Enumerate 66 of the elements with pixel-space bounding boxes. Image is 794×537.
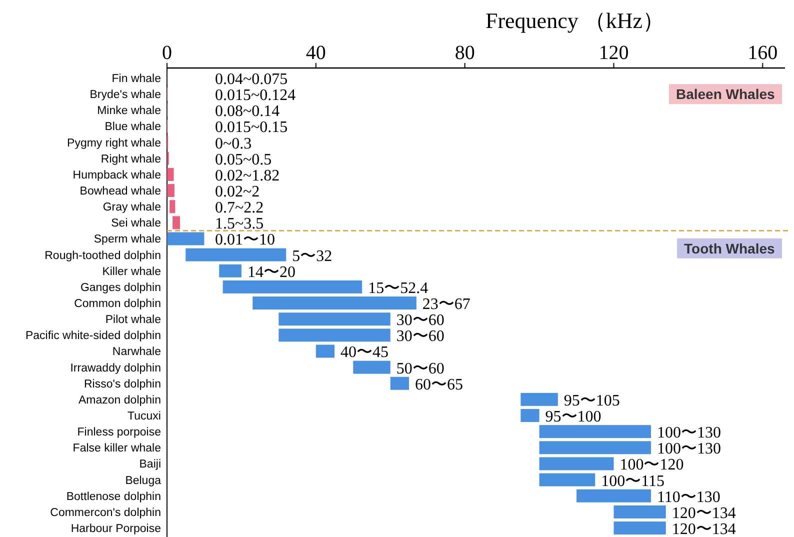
annotation: 95〜105: [564, 392, 620, 410]
y-tick-label: Sei whale: [111, 218, 161, 230]
annotation: 60〜65: [414, 376, 463, 394]
annotation: 0.08~0.14: [215, 103, 280, 120]
y-tick-label: Baiji: [139, 458, 161, 471]
y-tick-label: Fin whale: [112, 73, 161, 86]
y-tick-label: Blue whale: [104, 121, 161, 134]
y-tick-label: Pygmy right whale: [67, 137, 161, 150]
annotation: 0.05~0.5: [215, 151, 272, 168]
y-tick-label: Gray whale: [102, 202, 161, 214]
y-tick-label: Finless porpoise: [77, 426, 161, 439]
y-tick-label: Ganges dolphin: [80, 282, 161, 294]
annotation: 0.015~0.15: [215, 119, 288, 136]
y-tick-label: Tucuxi: [128, 410, 161, 423]
y-tick-label: Pilot whale: [105, 314, 161, 326]
y-tick-label: Risso's dolphin: [84, 378, 161, 390]
x-axis-title: Frequency （kHz）: [485, 8, 665, 33]
y-tick-label: Bottlenose dolphin: [66, 490, 161, 503]
x-tick-label: 120: [598, 42, 629, 64]
annotation: 100〜130: [656, 424, 721, 442]
y-tick-label: False killer whale: [72, 442, 161, 455]
annotation: 30〜60: [396, 328, 444, 346]
annotation: 100〜115: [601, 472, 665, 490]
y-tick-label: Pacific white-sided dolphin: [25, 330, 161, 342]
y-tick-label: Killer whale: [102, 266, 161, 278]
annotation: 120〜134: [672, 504, 736, 522]
x-tick-label: 40: [306, 42, 326, 64]
annotation: 100〜130: [656, 440, 721, 458]
annotation: 0.04~0.075: [215, 71, 288, 88]
annotation: 0.01〜10: [215, 232, 276, 249]
y-tick-label: Amazon dolphin: [78, 394, 161, 406]
annotation: 110〜130: [656, 488, 720, 506]
annotation: Baleen Whales: [676, 86, 775, 102]
annotation: 100〜120: [620, 456, 684, 474]
annotation: 0~0.3: [215, 135, 252, 152]
annotation: 40〜45: [340, 344, 389, 362]
y-tick-label: Minke whale: [97, 105, 161, 118]
y-tick-label: Bowhead whale: [80, 186, 161, 198]
annotation: 0.015~0.124: [215, 87, 296, 104]
y-tick-label: Narwhale: [112, 346, 161, 358]
y-tick-label: Harbour Porpoise: [70, 522, 161, 535]
annotation: 0.7~2.2: [215, 200, 264, 217]
y-tick-label: Common dolphin: [74, 298, 161, 310]
annotation: 50〜60: [396, 360, 444, 378]
y-tick-label: Beluga: [125, 474, 162, 487]
y-tick-label: Commercon's dolphin: [50, 506, 161, 519]
x-tick-label: 0: [162, 42, 172, 64]
y-tick-label: Sperm whale: [94, 234, 161, 246]
annotation: 30〜60: [396, 312, 444, 330]
annotation: 95〜100: [545, 408, 602, 426]
y-tick-label: Bryde's whale: [90, 89, 161, 102]
annotation: 14〜20: [247, 264, 296, 281]
annotation: 1.5~3.5: [215, 216, 264, 233]
annotation: 23〜67: [422, 296, 470, 314]
y-tick-label: Irrawaddy dolphin: [70, 362, 161, 374]
y-tick-label: Humpback whale: [72, 169, 161, 182]
y-tick-label: Right whale: [100, 153, 161, 166]
x-tick-label: 160: [748, 42, 778, 64]
annotation: 120〜134: [672, 520, 736, 537]
x-tick-label: 80: [454, 42, 475, 64]
annotation: 15〜52.4: [368, 280, 428, 297]
annotation: 0.02~1.82: [215, 167, 280, 184]
annotation: 0.02~2: [215, 184, 260, 201]
annotation: 5〜32: [292, 248, 332, 265]
annotation: Tooth Whales: [684, 240, 775, 256]
y-tick-label: Rough-toothed dolphin: [44, 250, 161, 262]
